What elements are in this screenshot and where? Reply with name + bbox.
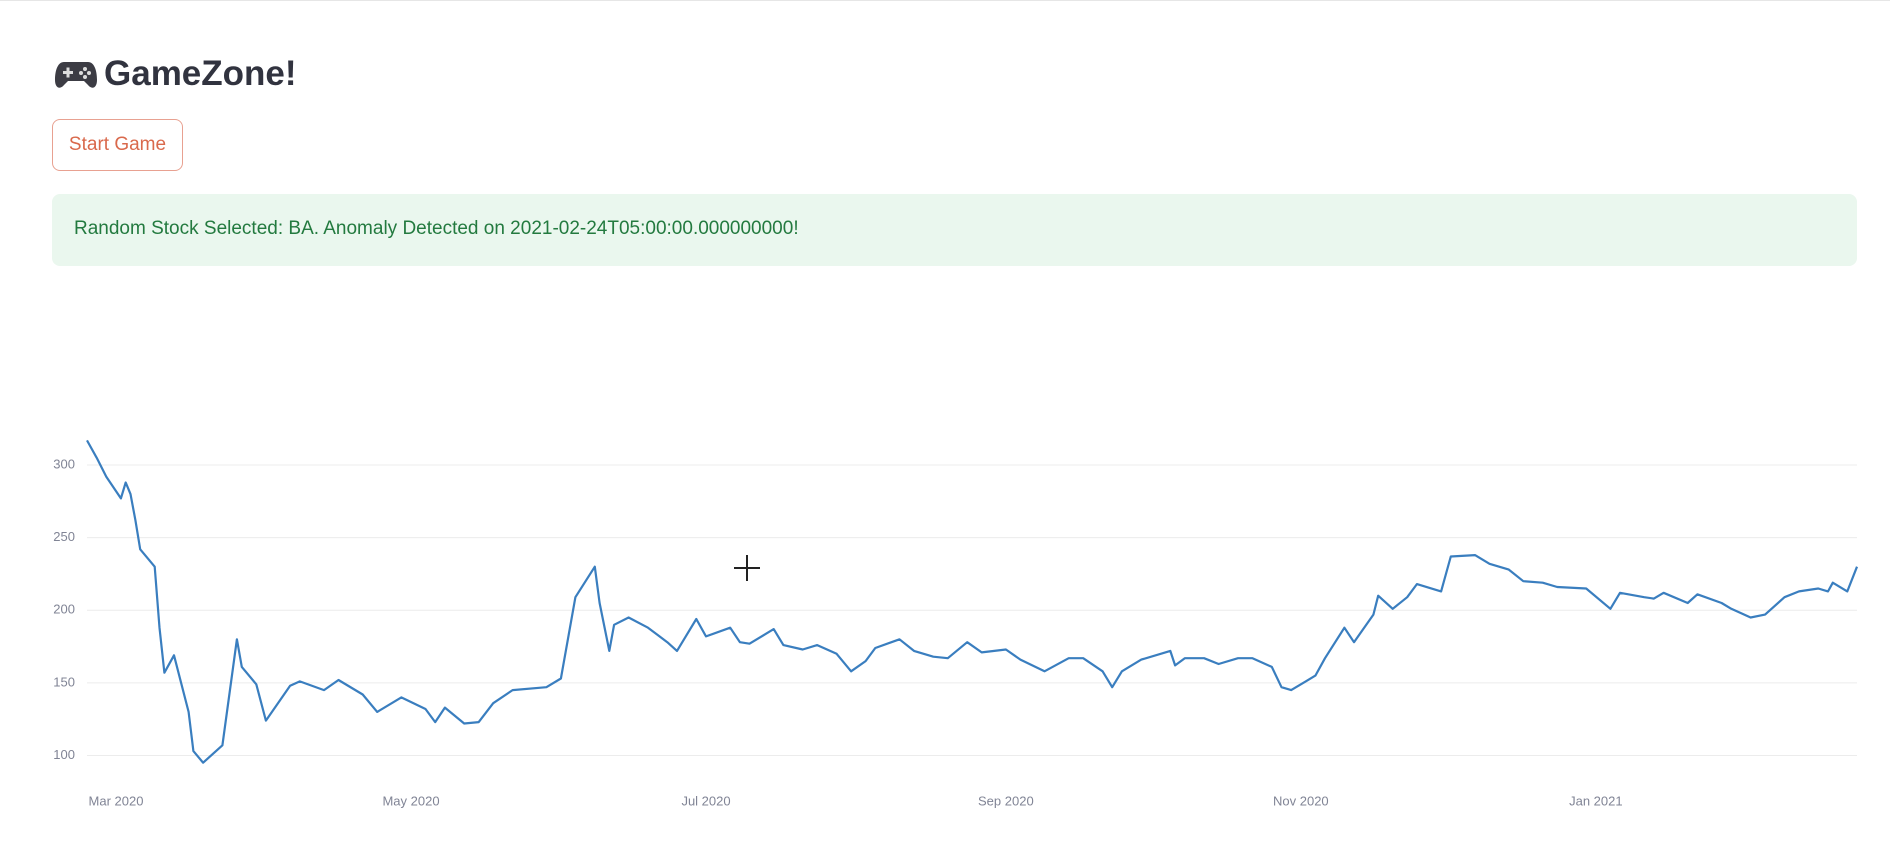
x-tick-label: Jan 2021 xyxy=(1569,793,1623,808)
success-alert: Random Stock Selected: BA. Anomaly Detec… xyxy=(52,194,1857,266)
y-tick-label: 250 xyxy=(53,529,75,544)
x-tick-label: Sep 2020 xyxy=(978,793,1034,808)
x-tick-label: Nov 2020 xyxy=(1273,793,1329,808)
alert-text: Random Stock Selected: BA. Anomaly Detec… xyxy=(74,218,799,239)
y-tick-label: 200 xyxy=(53,602,75,617)
x-tick-label: Jul 2020 xyxy=(681,793,730,808)
y-tick-label: 300 xyxy=(53,456,75,471)
header-rule xyxy=(0,0,1890,1)
y-tick-label: 150 xyxy=(53,674,75,689)
controller-icon xyxy=(55,62,97,88)
start-game-button[interactable]: Start Game xyxy=(52,119,183,171)
cursor xyxy=(734,555,760,581)
x-tick-label: Mar 2020 xyxy=(89,793,144,808)
y-tick-label: 100 xyxy=(53,747,75,762)
page-title: GameZone! xyxy=(104,54,297,93)
x-tick-label: May 2020 xyxy=(382,793,439,808)
price-line xyxy=(86,439,1859,764)
